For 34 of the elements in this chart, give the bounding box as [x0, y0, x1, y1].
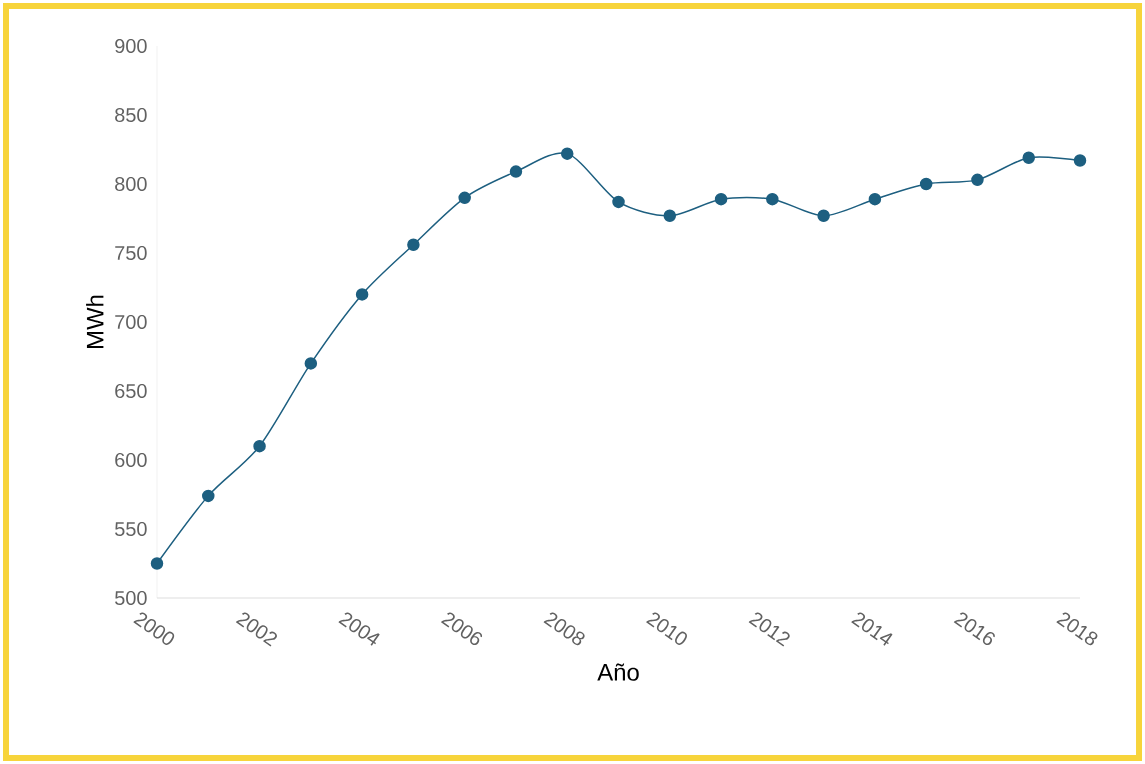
point: [817, 209, 830, 222]
y-axis-title: MWh: [86, 295, 104, 348]
x-tick-label: 2016: [953, 612, 995, 646]
point: [919, 177, 933, 191]
y-tick-label: 850: [115, 107, 147, 123]
x-tick-label: 2010: [646, 612, 687, 645]
x-tick-label: 2006: [441, 612, 483, 646]
point: [202, 489, 215, 503]
point: [612, 195, 625, 209]
y-tick-label: 600: [115, 452, 147, 468]
point: [304, 357, 318, 370]
point: [971, 173, 984, 187]
point: [355, 288, 369, 301]
point: [714, 192, 728, 206]
point: [1022, 151, 1035, 165]
y-tick-label: 550: [115, 521, 147, 537]
y-tick-label: 650: [115, 383, 147, 399]
point: [663, 209, 677, 222]
y-tick-label: 800: [115, 176, 147, 192]
y-tick-label: 500: [115, 590, 147, 606]
point: [766, 192, 779, 206]
point: [560, 147, 574, 160]
point: [253, 439, 266, 453]
x-tick-label: 2000: [133, 612, 175, 645]
point: [150, 557, 164, 570]
point: [868, 192, 882, 206]
point: [407, 238, 420, 251]
y-tick-label: 750: [115, 245, 147, 261]
y-tick-label: 900: [115, 38, 147, 54]
x-axis-title: Año: [597, 663, 639, 681]
point: [458, 191, 471, 205]
point: [509, 165, 523, 178]
y-tick-label: 700: [115, 314, 147, 330]
point: [1073, 154, 1087, 167]
